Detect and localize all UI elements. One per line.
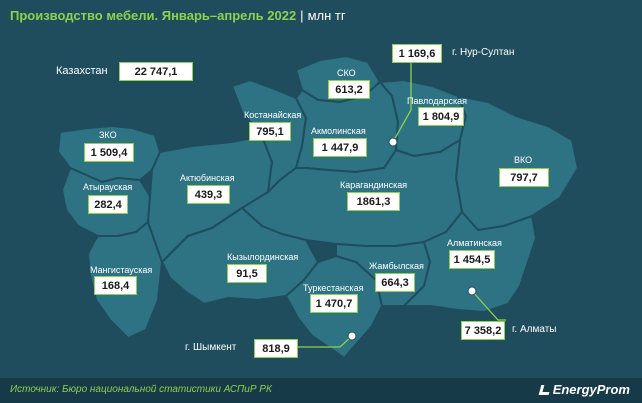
mangystau-value: 168,4: [94, 276, 137, 295]
almaty-region-value: 1 454,5: [449, 250, 495, 269]
almaty-region-name: Алматинская: [447, 238, 502, 248]
turkestan-value: 1 470,7: [310, 294, 358, 313]
kyzylorda-value: 91,5: [227, 264, 267, 283]
kazakhstan-label: Казахстан: [56, 65, 108, 77]
nur-sultan-marker: [388, 137, 398, 147]
title-separator: |: [300, 8, 304, 23]
kostanay-name: Костанайская: [244, 110, 302, 120]
leader-almaty: [471, 290, 506, 321]
almaty-marker: [467, 286, 477, 296]
zhambyl-value: 664,3: [375, 273, 415, 292]
vko-value: 797,7: [499, 168, 549, 187]
pavlodar-name: Павлодарская: [407, 96, 467, 106]
shymkent-value: 818,9: [254, 339, 298, 358]
brand-name: EnergyProm: [552, 382, 630, 397]
nur-sultan-name: г. Нур-Султан: [452, 47, 515, 58]
vko-name: ВКО: [514, 155, 533, 165]
turkestan-name: Туркестанская: [303, 283, 364, 293]
zko-name: ЗКО: [99, 130, 117, 140]
karaganda-name: Карагандинская: [340, 180, 408, 190]
karaganda-value: 1861,3: [347, 192, 400, 211]
aktobe-name: Актюбинская: [180, 173, 235, 183]
shymkent-marker: [347, 331, 357, 341]
akmola-name: Акмолинская: [311, 126, 366, 136]
aktobe-value: 439,3: [187, 185, 230, 204]
brand-logo: EnergyProm: [538, 382, 630, 397]
shymkent-name: г. Шымкент: [185, 342, 237, 353]
kostanay-value: 795,1: [249, 122, 291, 141]
nur-sultan-value: 1 169,6: [392, 44, 442, 63]
zko-value: 1 509,4: [84, 143, 134, 162]
almaty-city-value: 7 358,2: [461, 321, 505, 340]
kazakhstan-value: 22 747,1: [119, 62, 193, 81]
kyzylorda-name: Кызылординская: [227, 252, 299, 262]
zhambyl-name: Жамбылская: [369, 261, 424, 271]
pavlodar-value: 1 804,9: [418, 107, 464, 126]
akmola-value: 1 447,9: [313, 138, 367, 157]
title-text: Производство мебели. Январь–апрель 2022: [10, 8, 297, 23]
map-title: Производство мебели. Январь–апрель 2022 |…: [10, 8, 346, 23]
leader-nur-sultan: [393, 60, 412, 141]
almaty-city-name: г. Алматы: [512, 324, 557, 335]
sko-name: СКО: [337, 68, 356, 78]
mangystau-name: Мангистауская: [90, 265, 153, 275]
unit-label: млн тг: [307, 8, 346, 23]
source-note: Источник: Бюро национальной статистики А…: [10, 384, 272, 395]
atyrau-value: 282,4: [88, 195, 128, 214]
energyprom-logo-icon: [538, 385, 552, 395]
atyrau-name: Атырауская: [83, 182, 133, 192]
sko-value: 613,2: [328, 80, 370, 99]
footer-bar: Источник: Бюро национальной статистики А…: [0, 378, 642, 403]
